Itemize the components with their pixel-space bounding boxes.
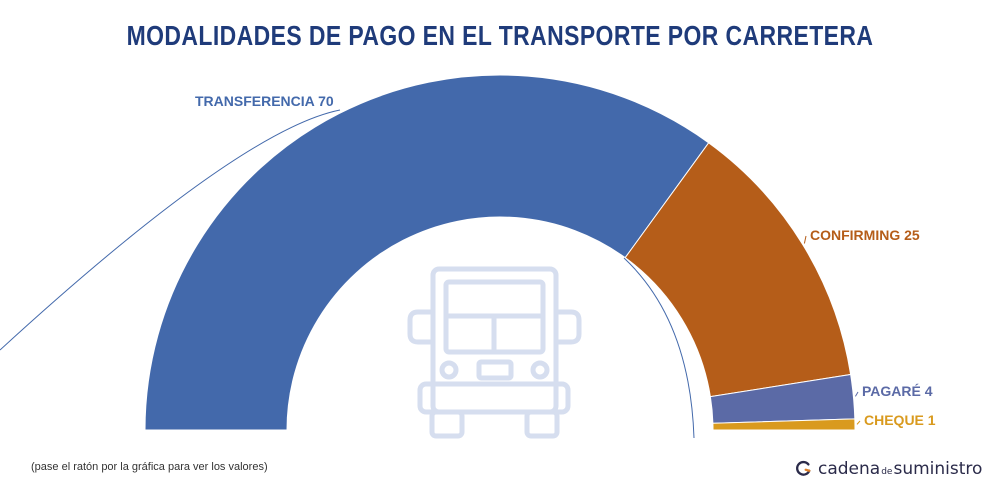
- slices-group: [144, 74, 856, 431]
- connector-inner: [623, 257, 695, 439]
- connector-confirming: [803, 235, 807, 244]
- connector-pagaré: [854, 391, 859, 397]
- swirl-logo-icon: [796, 460, 811, 476]
- label-confirming: CONFIRMING 25: [810, 227, 920, 243]
- label-cheque: CHEQUE 1: [864, 412, 936, 428]
- brand-part3: suministro: [893, 459, 983, 479]
- connector-cheque: [856, 420, 861, 425]
- labels-group: TRANSFERENCIA 70 CONFIRMING 25 PAGARÉ 4 CHE…: [0, 93, 936, 439]
- label-pagaré: PAGARÉ 4: [862, 383, 933, 399]
- slice-transferencia[interactable]: [144, 74, 710, 431]
- brand-logo: cadena de suministro: [794, 456, 982, 479]
- slice-cheque[interactable]: [712, 418, 856, 431]
- label-transferencia: TRANSFERENCIA 70: [195, 93, 334, 109]
- connector-transferencia: [0, 109, 341, 351]
- brand-part1: cadena: [818, 459, 881, 479]
- footnote: (pase el ratón por la gráfica para ver l…: [31, 461, 268, 473]
- truck-icon: [407, 266, 582, 439]
- brand-part2: de: [881, 467, 893, 477]
- chart-title: MODALIDADES DE PAGO EN EL TRANSPORTE POR…: [126, 20, 874, 51]
